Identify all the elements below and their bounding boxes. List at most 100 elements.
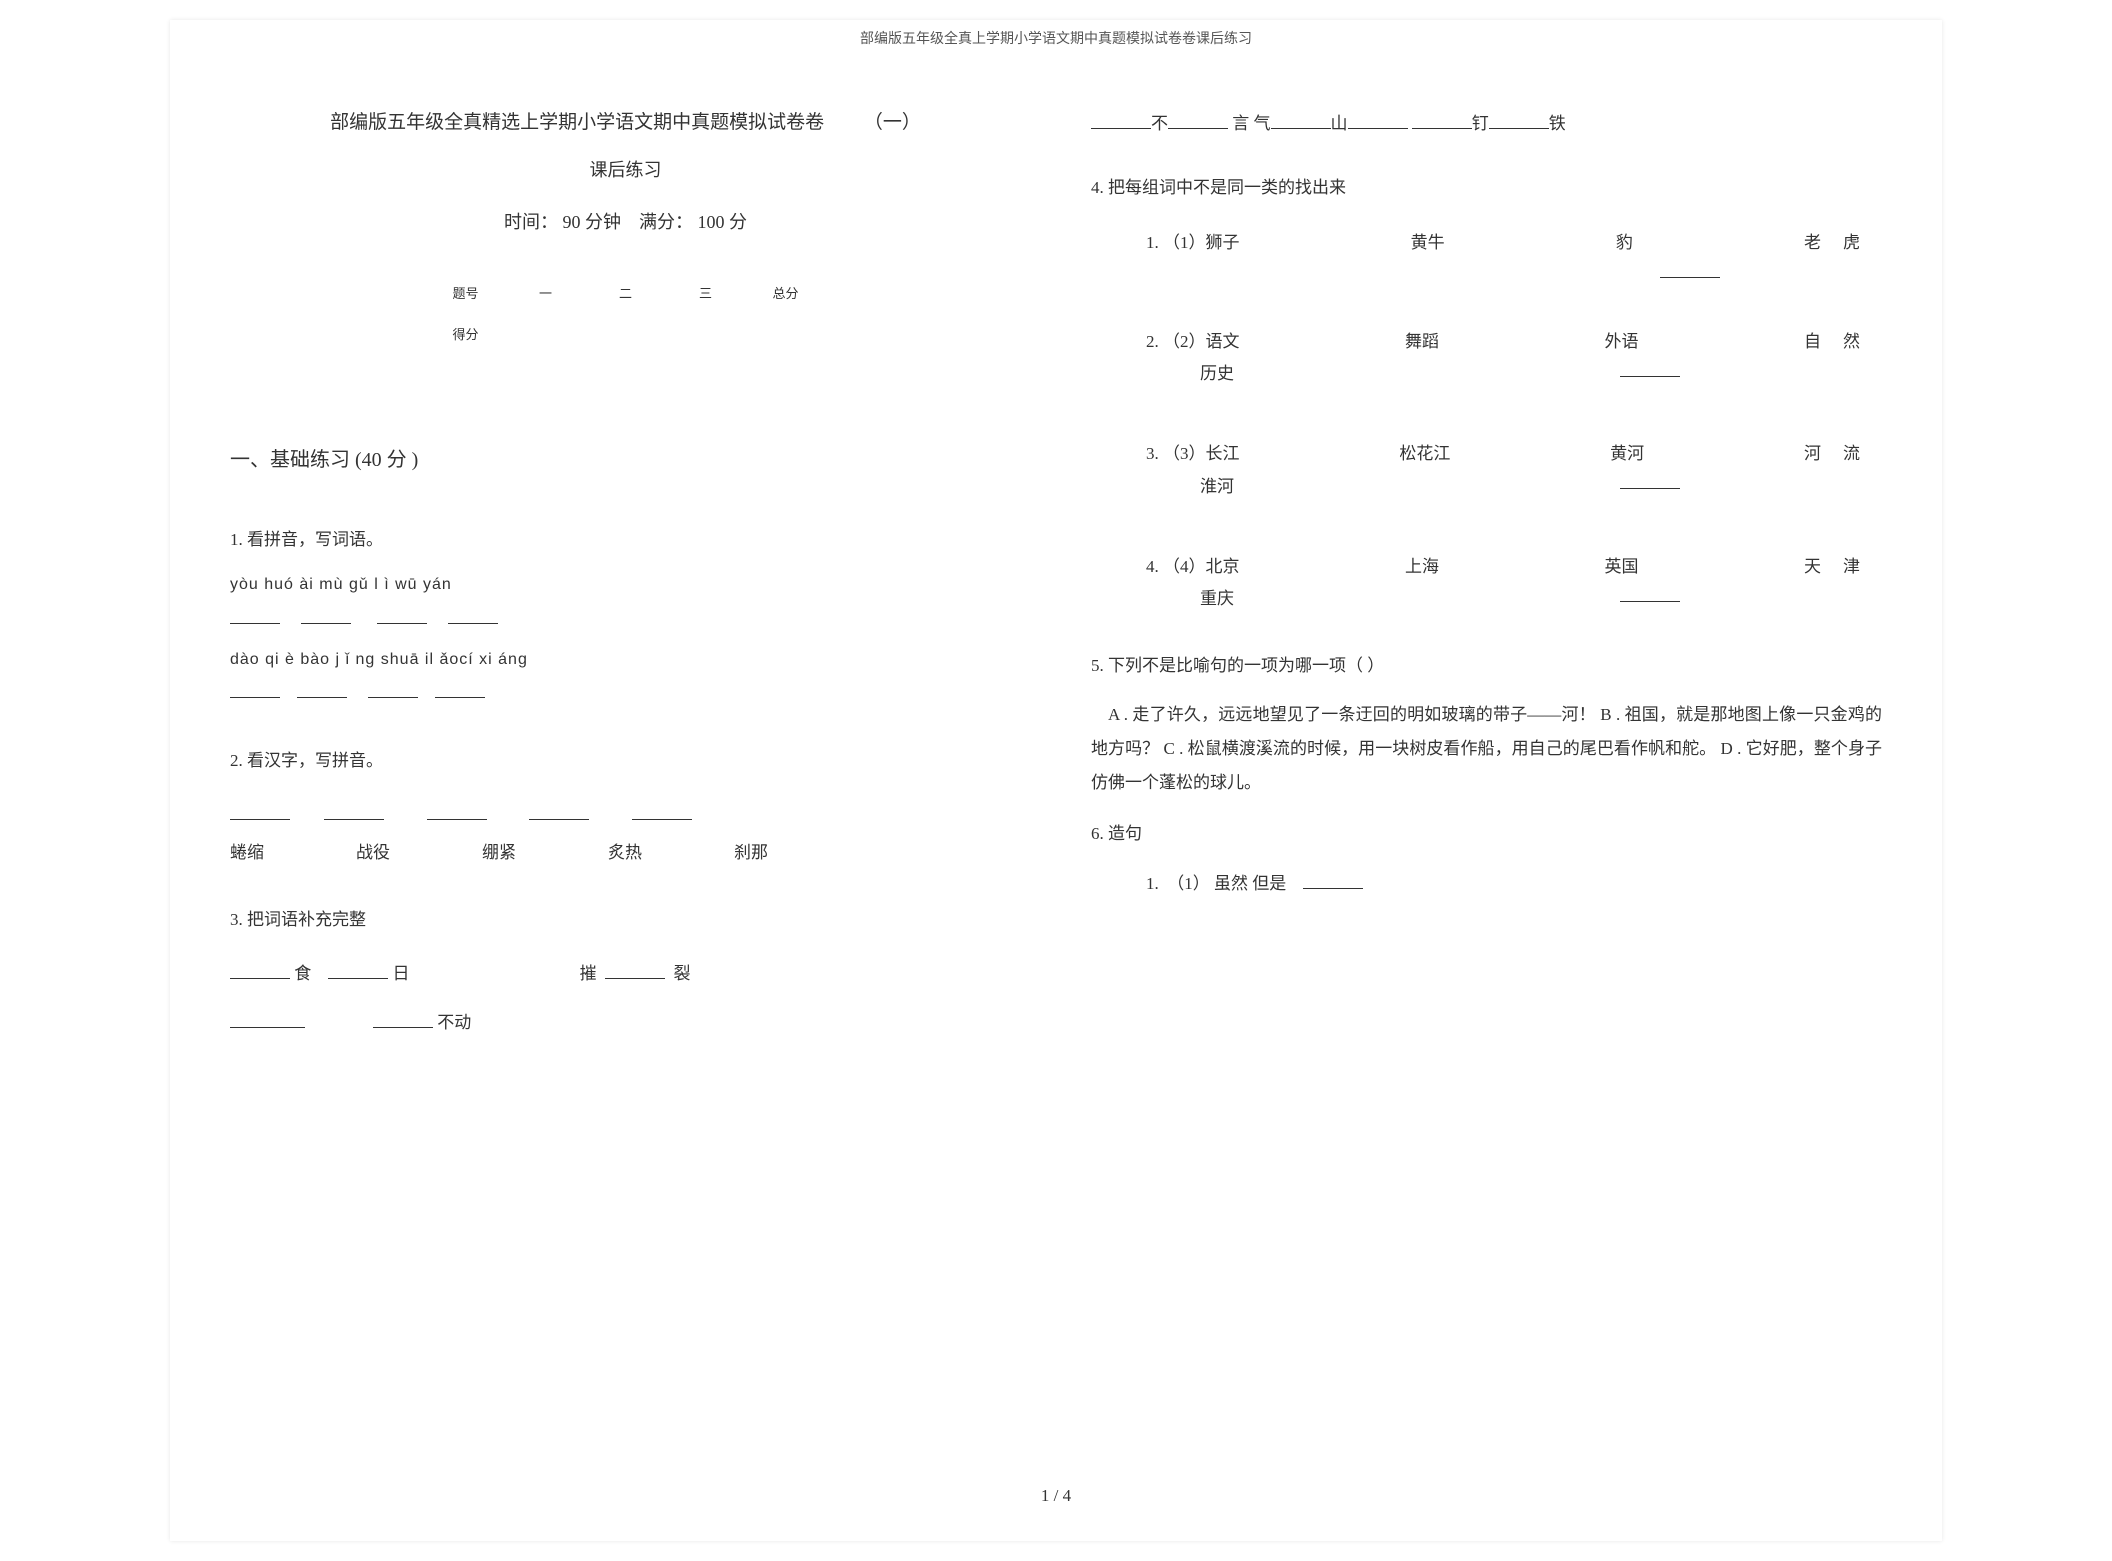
word: 战役 xyxy=(356,837,390,869)
fill-word: 不 xyxy=(1151,114,1168,133)
fill-blank[interactable] xyxy=(324,801,384,820)
fill-blank[interactable] xyxy=(368,680,418,699)
word: 语文 xyxy=(1206,332,1240,351)
word: 黄河 xyxy=(1610,438,1644,470)
question-text: 造句 xyxy=(1108,824,1142,843)
word: 淮河 xyxy=(1200,471,1340,503)
blank-row xyxy=(230,799,1021,831)
question-text: 把词语补充完整 xyxy=(247,910,366,929)
table-header-cell: 题号 xyxy=(426,282,506,307)
fill-blank[interactable] xyxy=(605,960,665,979)
word: 豹 xyxy=(1616,227,1633,259)
word: 绷紧 xyxy=(482,837,516,869)
score-label: 满分： xyxy=(639,212,693,232)
fill-word: 言 气 xyxy=(1232,114,1270,133)
content-columns: 部编版五年级全真精选上学期小学语文期中真题模拟试卷卷 （一） 课后练习 时间： … xyxy=(170,20,1942,1541)
fill-blank[interactable] xyxy=(301,605,351,624)
word: 上海 xyxy=(1405,551,1439,583)
fill-blank[interactable] xyxy=(377,605,427,624)
word: 炙热 xyxy=(608,837,642,869)
fill-blank[interactable] xyxy=(448,605,498,624)
sub-prefix: （4） xyxy=(1163,557,1206,576)
document-title: 部编版五年级全真精选上学期小学语文期中真题模拟试卷卷 （一） xyxy=(230,105,1021,141)
time-label: 时间： xyxy=(504,212,558,232)
left-column: 部编版五年级全真精选上学期小学语文期中真题模拟试卷卷 （一） 课后练习 时间： … xyxy=(230,105,1021,1501)
paper-number: （一） xyxy=(864,105,921,141)
question-5: 5. 下列不是比喻句的一项为哪一项（ ） A . 走了许久，远远地望见了一条迂回… xyxy=(1091,650,1882,799)
sub-number: 3. xyxy=(1146,444,1159,463)
time-score-line: 时间： 90 分钟 满分： 100 分 xyxy=(230,205,1021,239)
fill-word: 裂 xyxy=(674,964,691,983)
fill-word: 钉 xyxy=(1472,114,1489,133)
question-text: 下列不是比喻句的一项为哪一项（ ） xyxy=(1108,656,1384,675)
page-footer: 1 / 4 xyxy=(170,1486,1942,1506)
fill-blank[interactable] xyxy=(435,680,485,699)
word: 老虎 xyxy=(1804,227,1882,259)
fill-blank[interactable] xyxy=(632,801,692,820)
fill-blank[interactable] xyxy=(230,801,290,820)
section-1-title: 一、基础练习 (40 分 ) xyxy=(230,441,1021,479)
question-number: 1. xyxy=(230,530,243,549)
word: 舞蹈 xyxy=(1405,326,1439,358)
table-row: 得分 xyxy=(426,315,826,356)
table-cell xyxy=(666,323,746,348)
fill-blank[interactable] xyxy=(529,801,589,820)
fill-blank[interactable] xyxy=(1303,870,1363,889)
item-line-2: 熊 xyxy=(1146,259,1882,278)
word: 蜷缩 xyxy=(230,837,264,869)
word: 自然 xyxy=(1804,326,1882,358)
fill-blank[interactable] xyxy=(373,1009,433,1028)
sub-number: 2. xyxy=(1146,332,1159,351)
word: 北京 xyxy=(1206,557,1240,576)
item-line-1: 4. （4）北京 上海 英国 天津 xyxy=(1146,551,1882,583)
time-unit: 分钟 xyxy=(585,212,621,232)
time-value: 90 xyxy=(563,212,581,232)
table-cell xyxy=(746,323,826,348)
fill-blank[interactable] xyxy=(1489,110,1549,129)
fill-blank[interactable] xyxy=(1412,110,1472,129)
question-1: 1. 看拼音，写词语。 yòu huó ài mù gǔ l ì wū yán … xyxy=(230,524,1021,710)
fill-blank[interactable] xyxy=(230,960,290,979)
fill-blank[interactable] xyxy=(1168,110,1228,129)
fill-word: 铁 xyxy=(1549,114,1566,133)
sub-prefix: （1） xyxy=(1167,874,1210,893)
table-cell xyxy=(506,323,586,348)
fill-blank[interactable] xyxy=(230,605,280,624)
score-table: 题号 一 二 三 总分 得分 xyxy=(426,274,826,355)
question-number: 6. xyxy=(1091,824,1104,843)
score-value: 100 xyxy=(698,212,725,232)
item-line-2: 淮河 xyxy=(1146,471,1882,503)
fill-blank[interactable] xyxy=(1620,358,1680,377)
blank-row xyxy=(230,677,1021,709)
table-cell: 得分 xyxy=(426,323,506,348)
q3-continued: 不 言 气山 钉铁 xyxy=(1091,105,1882,142)
sub-number: 1. xyxy=(1146,874,1159,893)
question-number: 2. xyxy=(230,751,243,770)
fill-blank[interactable] xyxy=(230,1009,305,1028)
fill-blank[interactable] xyxy=(1660,259,1720,278)
fill-blank[interactable] xyxy=(1620,471,1680,490)
page-background: 部编版五年级全真上学期小学语文期中真题模拟试卷卷课后练习 部编版五年级全真精选上… xyxy=(170,20,1942,1541)
fill-blank[interactable] xyxy=(297,680,347,699)
sub-item-1: 1. （1）狮子 黄牛 豹 老虎 熊 xyxy=(1146,227,1882,278)
fill-blank[interactable] xyxy=(1271,110,1331,129)
fill-blank[interactable] xyxy=(1348,110,1408,129)
choice-block: A . 走了许久，远远地望见了一条迂回的明如玻璃的带子——河！ B . 祖国，就… xyxy=(1091,698,1882,800)
fill-word: 食 xyxy=(294,964,311,983)
item-line-2: 重庆 xyxy=(1146,583,1882,615)
word: 历史 xyxy=(1200,358,1340,390)
fill-blank[interactable] xyxy=(1091,110,1151,129)
fill-blank[interactable] xyxy=(1620,583,1680,602)
question-text: 看汉字，写拼音。 xyxy=(247,751,383,770)
sub-number: 1. xyxy=(1146,233,1159,252)
word-row: 蜷缩 战役 绷紧 炙热 刹那 xyxy=(230,837,1021,869)
fill-blank[interactable] xyxy=(230,680,280,699)
pinyin-row-2: dào qi è bào j ǐ ng shuā il ǎocí xi áng xyxy=(230,645,1021,675)
word: 长江 xyxy=(1206,444,1240,463)
fill-blank[interactable] xyxy=(328,960,388,979)
sub-item-1: 1. （1） 虽然 但是 xyxy=(1146,868,1882,900)
item-line-1: 1. （1）狮子 黄牛 豹 老虎 xyxy=(1146,227,1882,259)
fill-blank[interactable] xyxy=(427,801,487,820)
pinyin-row-1: yòu huó ài mù gǔ l ì wū yán xyxy=(230,570,1021,600)
word: 松花江 xyxy=(1399,438,1450,470)
